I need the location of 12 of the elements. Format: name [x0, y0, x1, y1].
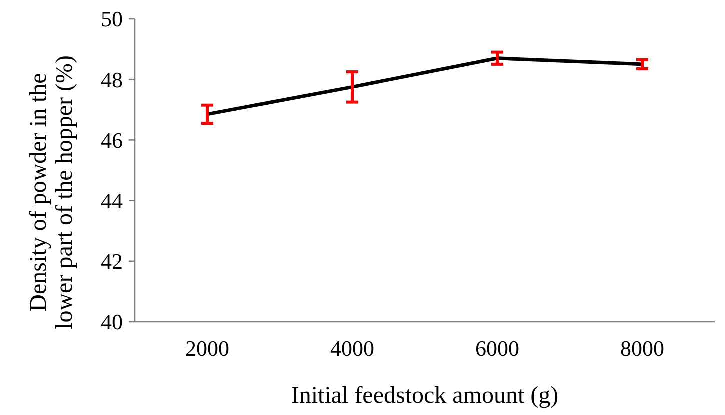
x-tick-label: 2000 — [186, 336, 230, 361]
x-tick-label: 4000 — [330, 336, 374, 361]
y-tick-label: 40 — [101, 310, 123, 335]
y-tick-label: 50 — [101, 6, 123, 32]
x-tick-label: 8000 — [620, 336, 664, 361]
y-axis-title: Density of powder in the lower part of the hopper (%) — [26, 56, 78, 330]
y-tick-label: 44 — [101, 188, 123, 214]
x-tick-label: 6000 — [476, 336, 520, 361]
x-axis-title: Initial feedstock amount (g) — [291, 383, 559, 409]
y-tick-label: 42 — [101, 249, 123, 274]
y-tick-label: 46 — [101, 128, 123, 153]
y-tick-label: 48 — [101, 67, 123, 92]
